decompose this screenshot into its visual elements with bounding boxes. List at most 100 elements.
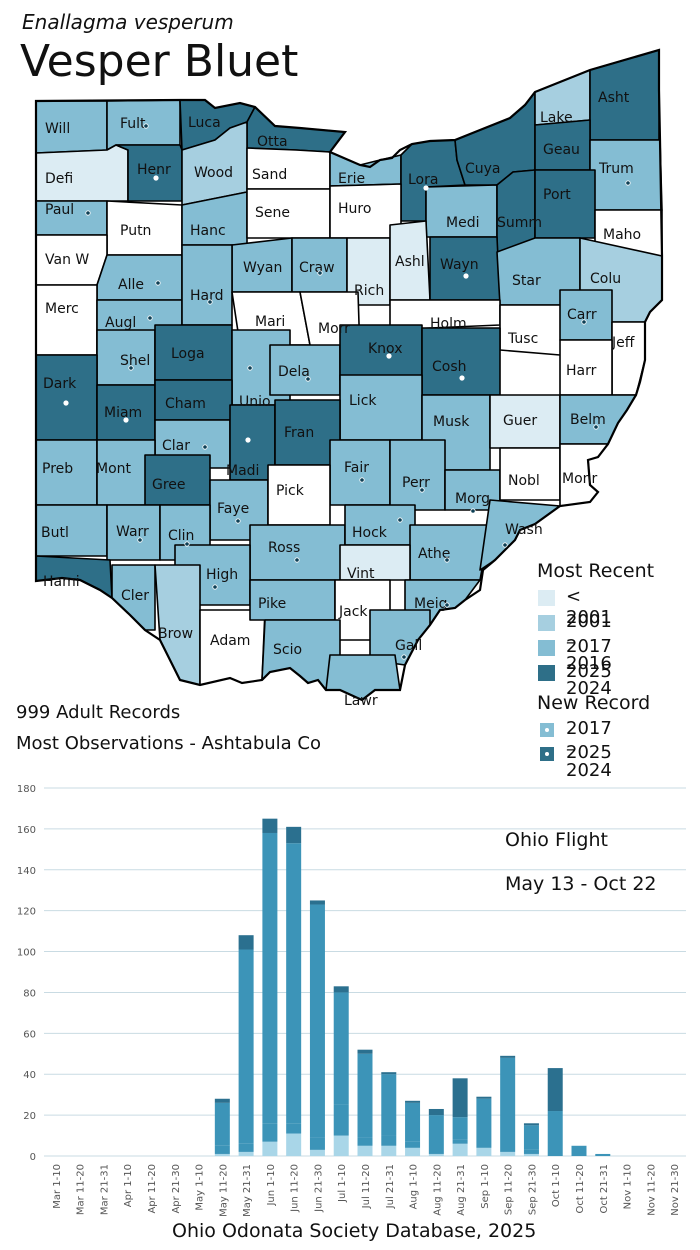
bar-segment-sep-21-30 bbox=[523, 1149, 539, 1154]
county-label-lawr: Lawr bbox=[344, 693, 378, 709]
new-record-dot-carr bbox=[581, 319, 587, 325]
bar-segment-jun-11-20 bbox=[286, 826, 302, 844]
county-label-star: Star bbox=[512, 273, 541, 289]
county-label-luca: Luca bbox=[188, 115, 221, 131]
county-label-meig: Meig bbox=[414, 596, 447, 612]
new-record-dot-fult bbox=[143, 123, 149, 129]
chart-subtitle: May 13 - Oct 22 bbox=[505, 873, 657, 895]
county-label-athe: Athe bbox=[418, 546, 450, 562]
new-record-dot-ross bbox=[294, 557, 300, 563]
legend-label: 2001 – 2016 bbox=[566, 611, 612, 674]
county-label-loga: Loga bbox=[171, 346, 205, 362]
bar-segment-jul-21-31 bbox=[381, 1135, 397, 1146]
x-tick-label: Apr 21-30 bbox=[171, 1164, 182, 1214]
new-record-dot-shel bbox=[128, 365, 134, 371]
bar-segment-aug-11-20 bbox=[428, 1153, 444, 1156]
county-label-lick: Lick bbox=[349, 393, 377, 409]
county-label-alle: Alle bbox=[118, 277, 144, 293]
county-label-nobl: Nobl bbox=[508, 473, 540, 489]
county-label-monr: Monr bbox=[562, 471, 598, 487]
county-label-ross: Ross bbox=[268, 540, 300, 556]
bar-segment-may-21-31 bbox=[238, 1143, 254, 1152]
new-record-label: 2025 bbox=[566, 742, 612, 763]
new-record-dots bbox=[63, 123, 631, 660]
county-label-harr: Harr bbox=[566, 363, 597, 379]
county-label-putn: Putn bbox=[120, 223, 151, 239]
county-label-will: Will bbox=[45, 121, 70, 137]
county-label-unio: Unio bbox=[239, 394, 271, 410]
bar-segment-may-11-20 bbox=[214, 1098, 230, 1103]
chart-grid bbox=[44, 787, 686, 1157]
county-label-belm: Belm bbox=[570, 412, 606, 428]
county-label-maho: Maho bbox=[603, 227, 641, 243]
county-label-sand: Sand bbox=[252, 167, 287, 183]
county-label-butl: Butl bbox=[41, 525, 69, 541]
county-label-wyan: Wyan bbox=[243, 260, 282, 276]
bar-segment-jul-21-31 bbox=[381, 1072, 397, 1075]
county-label-cosh: Cosh bbox=[432, 359, 467, 375]
bar-segment-jun-1-10 bbox=[262, 818, 278, 833]
county-port bbox=[534, 169, 596, 239]
bar-segment-jul-11-20 bbox=[357, 1145, 373, 1156]
county-label-henr: Henr bbox=[137, 162, 171, 178]
county-label-holm: Holm bbox=[430, 316, 467, 332]
new-record-dot-athe bbox=[444, 557, 450, 563]
x-tick-label: Oct 1-10 bbox=[551, 1164, 562, 1207]
county-labels: Will Fult Luca Otta Defi Henr Wood Sand Erie Lora… bbox=[41, 90, 641, 709]
x-tick-label: Sep 21-30 bbox=[527, 1164, 538, 1215]
x-tick-label: Apr 1-10 bbox=[123, 1164, 134, 1207]
county-label-fran: Fran bbox=[284, 425, 314, 441]
bar-segment-aug-21-31 bbox=[452, 1139, 468, 1144]
legend-label: 2025 bbox=[566, 661, 612, 682]
bar-segment-jun-1-10 bbox=[262, 832, 278, 1124]
flight-chart: 0 20 40 60 80 100 120 140 160 180 Mar 1-10 Mar 11-… bbox=[17, 784, 686, 1217]
x-tick-label: Nov 21-30 bbox=[670, 1164, 681, 1216]
legend-label: < 2001 bbox=[566, 586, 612, 628]
x-tick-label: May 11-20 bbox=[218, 1164, 229, 1217]
new-record-dot-lora bbox=[423, 185, 429, 191]
x-tick-label: May 21-31 bbox=[242, 1164, 253, 1217]
county-label-morg: Morg bbox=[455, 491, 490, 507]
county-brow bbox=[154, 564, 201, 686]
county-label-guer: Guer bbox=[503, 413, 537, 429]
x-tick-label: Jul 11-20 bbox=[361, 1164, 372, 1209]
new-record-dot-belm bbox=[593, 424, 599, 430]
new-record-dot-hock bbox=[397, 517, 403, 523]
county-label-knox: Knox bbox=[368, 341, 402, 357]
county-label-merc: Merc bbox=[45, 301, 79, 317]
bar-segment-jul-1-10 bbox=[333, 992, 349, 1105]
county-label-trum: Trum bbox=[598, 161, 634, 177]
county-label-adam: Adam bbox=[210, 633, 250, 649]
x-tick-label: May 1-10 bbox=[195, 1164, 206, 1211]
county-label-ashl: Ashl bbox=[395, 254, 425, 270]
new-record-title: New Record bbox=[537, 692, 651, 714]
county-label-wash: Wash bbox=[505, 522, 543, 538]
bar-segment-oct-1-10 bbox=[547, 1068, 563, 1112]
scientific-name: Enallagma vesperum bbox=[22, 10, 234, 34]
bar-segment-aug-11-20 bbox=[428, 1108, 444, 1116]
bar-segment-jun-1-10 bbox=[262, 1141, 278, 1156]
county-label-augl: Augl bbox=[105, 315, 136, 331]
bar-segment-jun-21-30 bbox=[309, 904, 325, 1138]
county-label-wayn: Wayn bbox=[440, 257, 479, 273]
county-label-clar: Clar bbox=[162, 438, 190, 454]
chart-title: Ohio Flight bbox=[505, 829, 608, 851]
bar-segment-jun-11-20 bbox=[286, 1123, 302, 1134]
county-label-jeff: Jeff bbox=[611, 335, 635, 351]
county-label-mont: Mont bbox=[96, 461, 132, 477]
bar-segment-jun-21-30 bbox=[309, 1137, 325, 1150]
new-record-dot-hard bbox=[207, 299, 213, 305]
bar-segment-aug-1-10 bbox=[405, 1100, 421, 1103]
county-label-hami: Hami bbox=[43, 574, 80, 590]
county-label-high: High bbox=[206, 567, 238, 583]
legend-swatch bbox=[538, 640, 555, 656]
bar-segment-oct-11-20 bbox=[571, 1145, 587, 1156]
new-record-dot-dark bbox=[63, 400, 69, 406]
county-label-tusc: Tusc bbox=[507, 331, 538, 347]
county-label-hard: Hard bbox=[190, 288, 224, 304]
county-label-sene: Sene bbox=[255, 205, 290, 221]
county-label-port: Port bbox=[543, 187, 571, 203]
bar-segment-jul-1-10 bbox=[333, 986, 349, 993]
bar-segment-aug-1-10 bbox=[405, 1102, 421, 1142]
new-record-dot-henr bbox=[153, 175, 159, 181]
